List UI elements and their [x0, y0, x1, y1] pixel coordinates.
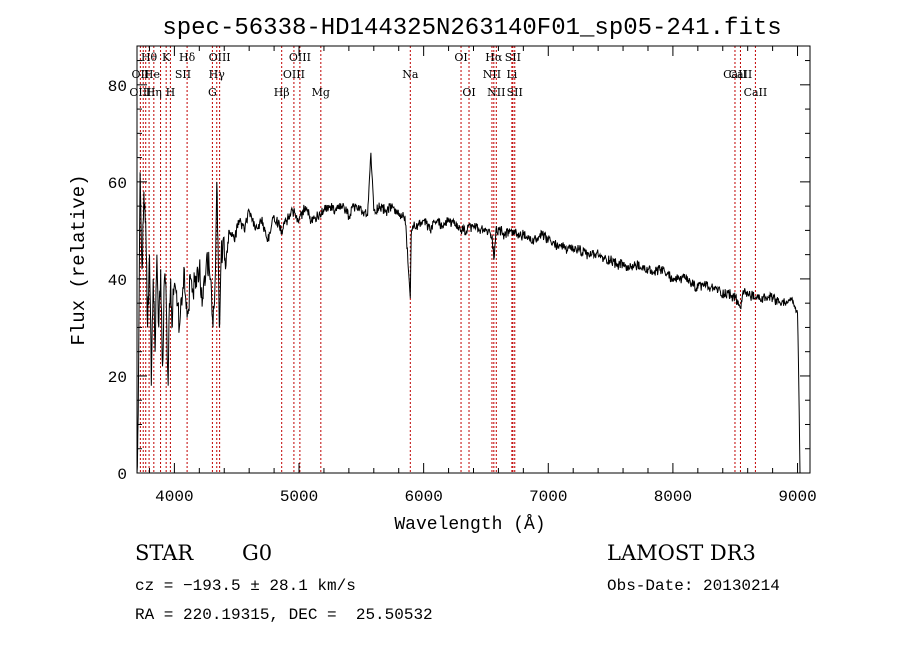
y-tick-label: 20	[108, 369, 127, 387]
chart-title: spec-56338-HD144325N263140F01_sp05-241.f…	[162, 15, 781, 42]
line-label: NII	[487, 86, 505, 99]
y-tick-label: 60	[108, 175, 127, 193]
plot-frame	[136, 45, 811, 474]
y-axis-ticks: 0 20 40 60 80	[108, 60, 810, 484]
y-tick-label: 0	[117, 466, 127, 484]
x-tick-label: 9000	[778, 488, 816, 506]
x-tick-label: 4000	[155, 488, 193, 506]
line-label: CaII	[723, 68, 747, 81]
line-label: Na	[402, 68, 419, 81]
line-label: Hη	[146, 86, 162, 99]
line-label: NII	[483, 68, 501, 81]
spectrum-series	[136, 152, 801, 474]
x-tick-label: 6000	[404, 488, 442, 506]
line-label: H	[166, 86, 176, 99]
coordinates: RA = 220.19315, DEC = 25.50532	[135, 606, 433, 624]
line-label: OIII	[129, 86, 151, 99]
line-label: Hα	[485, 51, 503, 64]
emission-line-markers	[139, 46, 756, 473]
y-tick-label: 80	[108, 78, 127, 96]
y-tick-label: 40	[108, 272, 127, 290]
line-label: Hθ	[141, 51, 158, 64]
line-label: SII	[175, 68, 191, 81]
line-label: CaII	[729, 68, 753, 81]
line-label: SII	[507, 86, 523, 99]
line-label: OI	[462, 86, 475, 99]
x-tick-label: 7000	[529, 488, 567, 506]
spectrum-line	[136, 152, 801, 474]
x-tick-label: 8000	[654, 488, 692, 506]
line-label: G	[208, 86, 217, 99]
line-label: Hβ	[274, 86, 290, 99]
line-label: CaII	[744, 86, 768, 99]
line-label: Hδ	[179, 51, 196, 64]
y-axis-label: Flux (relative)	[68, 174, 90, 345]
line-label: Mg	[312, 86, 330, 99]
observation-date: Obs-Date: 20130214	[607, 577, 780, 595]
x-tick-label: 5000	[280, 488, 318, 506]
redshift-velocity: cz = −193.5 ± 28.1 km/s	[135, 577, 356, 595]
x-axis-label: Wavelength (Å)	[394, 514, 545, 535]
line-label: Li	[506, 68, 517, 81]
line-label: OIII	[209, 51, 231, 64]
line-label: SII	[505, 51, 521, 64]
line-label: OII	[132, 68, 150, 81]
line-label: K	[162, 51, 171, 64]
line-label: OI	[454, 51, 467, 64]
object-class: STAR	[135, 541, 194, 565]
object-subclass: G0	[242, 541, 272, 565]
x-axis-ticks: 4000 5000 6000 7000 8000 9000	[148, 46, 817, 506]
survey-name: LAMOST DR3	[607, 541, 756, 565]
line-label: OIII	[289, 51, 311, 64]
line-label: Hγ	[209, 68, 226, 81]
line-label: OIII	[283, 68, 305, 81]
line-label: He	[144, 68, 160, 81]
